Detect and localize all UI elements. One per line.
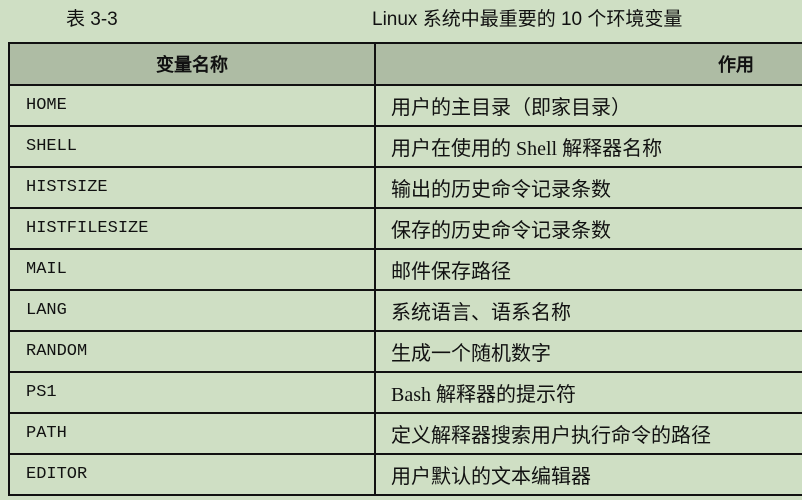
variable-name: EDITOR: [8, 453, 376, 496]
table-row: RANDOM 生成一个随机数字: [8, 330, 802, 373]
header-purpose: 作用: [374, 42, 802, 86]
variable-purpose: 邮件保存路径: [374, 248, 802, 291]
variable-name: LANG: [8, 289, 376, 332]
header-variable-name: 变量名称: [8, 42, 376, 86]
table-row: LANG 系统语言、语系名称: [8, 289, 802, 332]
table-row: HOME 用户的主目录（即家目录）: [8, 84, 802, 127]
table-row: MAIL 邮件保存路径: [8, 248, 802, 291]
variable-purpose: 定义解释器搜索用户执行命令的路径: [374, 412, 802, 455]
variable-purpose: 用户的主目录（即家目录）: [374, 84, 802, 127]
variable-name: HISTSIZE: [8, 166, 376, 209]
table-row: PATH 定义解释器搜索用户执行命令的路径: [8, 412, 802, 455]
variable-name: HOME: [8, 84, 376, 127]
variable-name: MAIL: [8, 248, 376, 291]
variable-purpose: 系统语言、语系名称: [374, 289, 802, 332]
env-var-table: 变量名称 作用 HOME 用户的主目录（即家目录） SHELL 用户在使用的 Shel…: [8, 42, 802, 496]
variable-purpose: Bash 解释器的提示符: [374, 371, 802, 414]
variable-purpose: 用户在使用的 Shell 解释器名称: [374, 125, 802, 168]
table-row: HISTSIZE 输出的历史命令记录条数: [8, 166, 802, 209]
variable-purpose: 生成一个随机数字: [374, 330, 802, 373]
variable-purpose: 用户默认的文本编辑器: [374, 453, 802, 496]
variable-purpose: 保存的历史命令记录条数: [374, 207, 802, 250]
table-row: EDITOR 用户默认的文本编辑器: [8, 453, 802, 496]
table-row: HISTFILESIZE 保存的历史命令记录条数: [8, 207, 802, 250]
variable-name: PATH: [8, 412, 376, 455]
table-title: Linux 系统中最重要的 10 个环境变量: [372, 9, 683, 30]
header-row: 变量名称 作用: [8, 42, 802, 86]
variable-purpose: 输出的历史命令记录条数: [374, 166, 802, 209]
variable-name: PS1: [8, 371, 376, 414]
variable-name: RANDOM: [8, 330, 376, 373]
variable-name: HISTFILESIZE: [8, 207, 376, 250]
table-row: PS1 Bash 解释器的提示符: [8, 371, 802, 414]
table-row: SHELL 用户在使用的 Shell 解释器名称: [8, 125, 802, 168]
table-number: 表 3-3: [66, 9, 118, 30]
variable-name: SHELL: [8, 125, 376, 168]
